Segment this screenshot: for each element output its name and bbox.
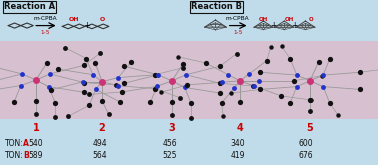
- Text: 456: 456: [163, 139, 177, 148]
- Text: 494: 494: [93, 139, 107, 148]
- Text: O: O: [100, 17, 105, 22]
- Text: 419: 419: [231, 151, 245, 160]
- Text: OH: OH: [259, 17, 268, 22]
- Text: 3: 3: [169, 123, 175, 133]
- Text: TON:: TON:: [5, 139, 23, 148]
- Text: 676: 676: [299, 151, 313, 160]
- Text: 540: 540: [28, 139, 43, 148]
- Text: TON:: TON:: [5, 151, 23, 160]
- Text: 589: 589: [28, 151, 43, 160]
- Text: B: B: [23, 151, 29, 160]
- Text: OH: OH: [68, 17, 79, 22]
- Text: 5: 5: [307, 123, 313, 133]
- Text: A: A: [23, 139, 29, 148]
- Text: 340: 340: [231, 139, 245, 148]
- Text: Reaction B: Reaction B: [191, 2, 242, 12]
- Text: 1-5: 1-5: [40, 30, 50, 35]
- Text: m-CPBA: m-CPBA: [226, 16, 249, 21]
- Text: 564: 564: [93, 151, 107, 160]
- Text: m-CPBA: m-CPBA: [34, 16, 57, 21]
- Text: Reaction A: Reaction A: [4, 2, 55, 12]
- Bar: [0, 41, 378, 119]
- Text: 2: 2: [99, 123, 105, 133]
- Text: +: +: [83, 21, 90, 30]
- Text: 525: 525: [163, 151, 177, 160]
- Text: +: +: [292, 21, 298, 30]
- Text: 600: 600: [299, 139, 313, 148]
- Text: +: +: [271, 21, 277, 30]
- Text: 1-5: 1-5: [233, 30, 243, 35]
- Text: 1: 1: [33, 123, 39, 133]
- Text: OH: OH: [285, 17, 294, 22]
- Text: 4: 4: [237, 123, 243, 133]
- Text: O: O: [309, 17, 313, 22]
